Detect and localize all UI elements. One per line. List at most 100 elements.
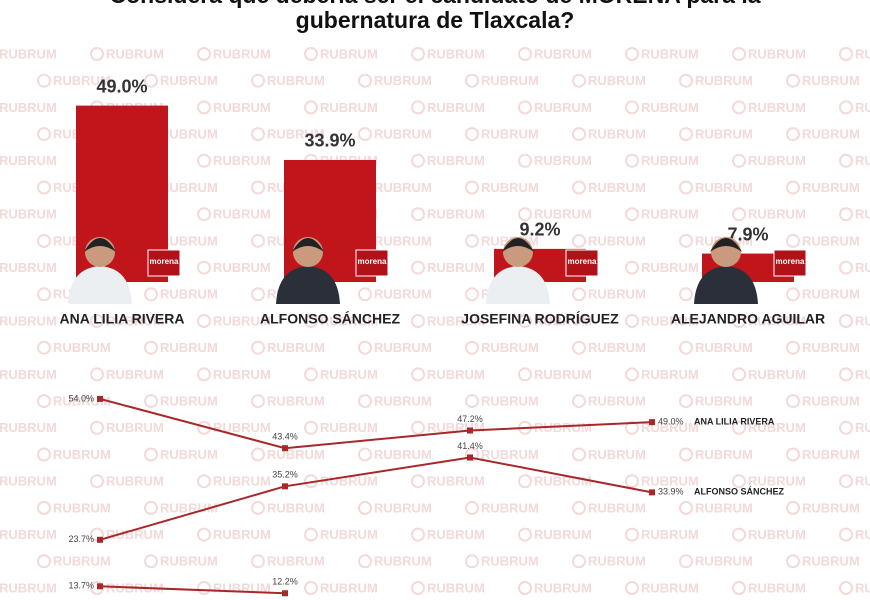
watermark-text: RUBRUM: [0, 474, 57, 489]
watermark-text: RUBRUM: [0, 207, 57, 222]
watermark-text: RUBRUM: [695, 73, 753, 88]
watermark-icon: [197, 100, 211, 115]
watermark-text: RUBRUM: [695, 180, 753, 195]
watermark-icon: [572, 73, 586, 88]
watermark-icon: [572, 287, 586, 302]
watermark-icon: [90, 474, 104, 489]
watermark-icon: [518, 207, 532, 222]
watermark-text: RUBRUM: [588, 447, 646, 462]
watermark-text: RUBRUM: [748, 100, 806, 115]
point: [649, 489, 655, 496]
watermark-icon: [679, 394, 693, 409]
watermark-icon: [465, 500, 479, 515]
watermark-text: RUBRUM: [588, 394, 646, 409]
watermark-icon: [197, 474, 211, 489]
watermark-icon: [197, 47, 211, 61]
watermark-text: RUBRUM: [213, 527, 271, 542]
watermark-icon: [679, 233, 693, 248]
watermark-icon: [90, 367, 104, 382]
watermark-text: RUBRUM: [53, 340, 111, 355]
watermark-text: RUBRUM: [427, 367, 485, 382]
watermark-text: RUBRUM: [320, 474, 378, 489]
watermark-icon: [197, 153, 211, 168]
watermark-text: RUBRUM: [374, 180, 432, 195]
watermark-icon: [732, 581, 746, 595]
watermark-text: RUBRUM: [695, 340, 753, 355]
point: [282, 483, 288, 490]
point: [97, 395, 103, 402]
watermark-text: RUBRUM: [855, 153, 870, 168]
watermark-icon: [625, 527, 639, 542]
watermark-text: RUBRUM: [748, 207, 806, 222]
watermark-text: RUBRUM: [320, 100, 378, 115]
watermark-text: RUBRUM: [213, 100, 271, 115]
watermark-icon: [411, 474, 425, 489]
party-logo-text: morena: [358, 257, 387, 266]
watermark-text: RUBRUM: [213, 153, 271, 168]
watermark-icon: [679, 127, 693, 142]
watermark-icon: [839, 527, 853, 542]
watermark-text: RUBRUM: [855, 260, 870, 275]
watermark-icon: [679, 447, 693, 462]
watermark-icon: [197, 207, 211, 222]
watermark-text: RUBRUM: [588, 73, 646, 88]
watermark-icon: [732, 527, 746, 542]
watermark-icon: [251, 340, 265, 355]
value-label: 9.2%: [519, 220, 560, 240]
value-label: 23.7%: [68, 534, 94, 544]
watermark-text: RUBRUM: [802, 73, 860, 88]
watermark-icon: [572, 127, 586, 142]
watermark-icon: [251, 500, 265, 515]
watermark-text: RUBRUM: [213, 207, 271, 222]
watermark-text: RUBRUM: [427, 527, 485, 542]
watermark-icon: [411, 153, 425, 168]
watermark-icon: [251, 127, 265, 142]
watermark-icon: [90, 47, 104, 61]
watermark-text: RUBRUM: [320, 367, 378, 382]
watermark-text: RUBRUM: [374, 340, 432, 355]
value-label: 54.0%: [68, 393, 94, 403]
watermark-icon: [465, 447, 479, 462]
watermark-text: RUBRUM: [106, 474, 164, 489]
watermark-icon: [572, 447, 586, 462]
watermark-text: RUBRUM: [641, 420, 699, 435]
watermark-icon: [572, 554, 586, 569]
watermark-icon: [144, 73, 158, 88]
watermark-icon: [839, 47, 853, 61]
party-logo-text: morena: [150, 257, 179, 266]
watermark-icon: [786, 233, 800, 248]
person-photo: [694, 266, 758, 304]
watermark-icon: [572, 500, 586, 515]
watermark-icon: [732, 474, 746, 489]
watermark-text: RUBRUM: [0, 420, 57, 435]
watermark-text: RUBRUM: [802, 340, 860, 355]
watermark-text: RUBRUM: [855, 420, 870, 435]
watermark-text: RUBRUM: [0, 313, 57, 328]
watermark-icon: [304, 47, 318, 61]
watermark-text: RUBRUM: [855, 46, 870, 61]
watermark-text: RUBRUM: [855, 474, 870, 489]
watermark-text: RUBRUM: [855, 100, 870, 115]
person-photo: [68, 266, 132, 304]
watermark-text: RUBRUM: [748, 420, 806, 435]
watermark-text: RUBRUM: [427, 153, 485, 168]
series-line: [99, 585, 286, 595]
watermark-icon: [304, 420, 318, 435]
watermark-icon: [304, 581, 318, 595]
watermark-text: RUBRUM: [534, 420, 592, 435]
watermark-text: RUBRUM: [588, 127, 646, 142]
watermark-text: RUBRUM: [748, 527, 806, 542]
watermark-text: RUBRUM: [481, 180, 539, 195]
watermark-text: RUBRUM: [267, 554, 325, 569]
watermark-icon: [197, 314, 211, 328]
watermark-icon: [839, 367, 853, 382]
watermark-text: RUBRUM: [106, 46, 164, 61]
watermark-text: RUBRUM: [374, 447, 432, 462]
watermark-icon: [144, 447, 158, 462]
watermark-text: RUBRUM: [374, 554, 432, 569]
watermark-text: RUBRUM: [267, 447, 325, 462]
watermark-icon: [839, 260, 853, 275]
watermark-text: RUBRUM: [213, 46, 271, 61]
watermark-icon: [679, 287, 693, 302]
candidate-name: ALEJANDRO AGUILAR: [671, 311, 825, 327]
